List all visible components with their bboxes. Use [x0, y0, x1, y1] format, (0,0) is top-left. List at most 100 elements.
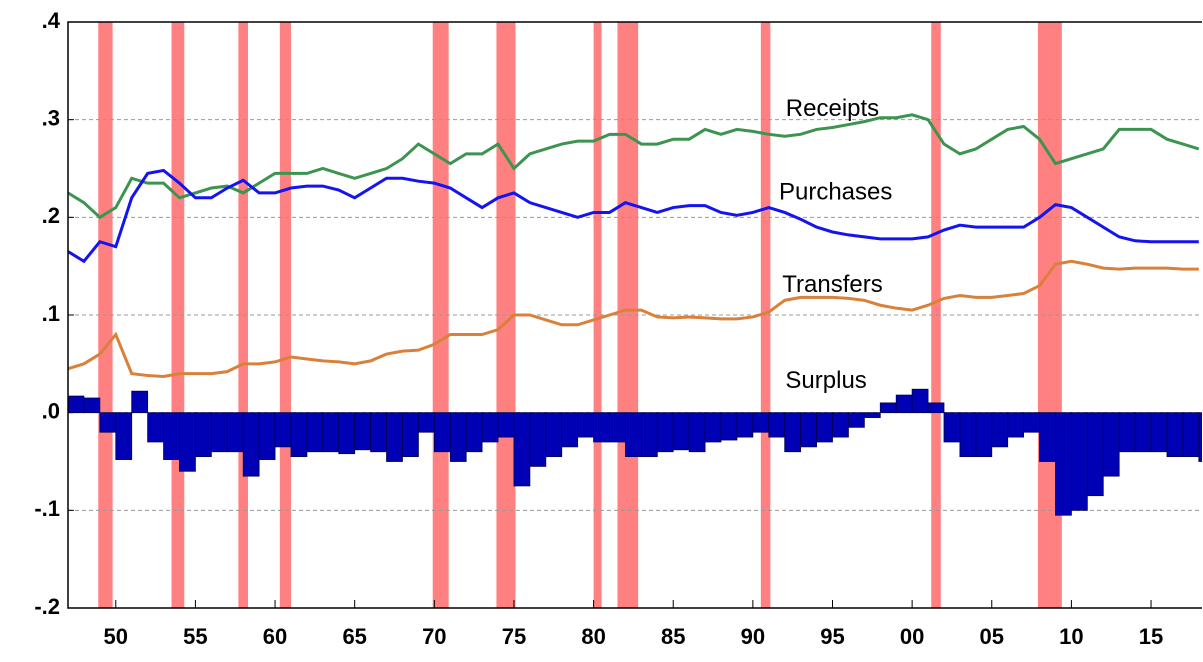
surplus-bar	[1134, 412, 1152, 453]
surplus-bar	[1023, 412, 1040, 433]
surplus-bar	[640, 412, 658, 458]
surplus-bar	[736, 412, 754, 438]
surplus-bar	[959, 412, 977, 458]
y-tick-label: -.1	[34, 496, 60, 521]
surplus-bar	[656, 412, 674, 453]
surplus-bar	[226, 412, 244, 453]
surplus-bar	[210, 412, 228, 453]
surplus-bar	[115, 412, 133, 460]
y-tick-label: .2	[42, 203, 60, 228]
surplus-bar	[1070, 412, 1088, 511]
surplus-bar	[433, 412, 451, 453]
surplus-bar	[195, 412, 212, 458]
surplus-bar	[863, 412, 881, 418]
surplus-bar	[322, 412, 340, 453]
x-tick-label: 10	[1059, 624, 1083, 649]
surplus-bar	[752, 412, 770, 433]
surplus-bar	[417, 412, 435, 433]
x-tick-label: 95	[820, 624, 844, 649]
surplus-bar	[672, 412, 690, 451]
surplus-bar	[83, 397, 101, 414]
series-label: Surplus	[785, 367, 866, 394]
surplus-bar	[927, 402, 945, 414]
x-tick-label: 00	[900, 624, 924, 649]
surplus-bar	[290, 412, 308, 458]
surplus-bar	[131, 390, 149, 414]
surplus-bar	[800, 412, 817, 448]
surplus-bar	[943, 412, 961, 443]
surplus-bar	[832, 412, 849, 438]
surplus-bar	[1198, 412, 1202, 462]
surplus-bar	[529, 412, 547, 467]
surplus-bar	[1182, 412, 1200, 458]
surplus-bar	[465, 412, 483, 453]
surplus-bar	[1039, 412, 1056, 462]
surplus-bar	[1118, 412, 1136, 453]
y-tick-label: .0	[42, 398, 60, 423]
surplus-bar	[147, 412, 164, 443]
series-label: Transfers	[782, 271, 882, 298]
surplus-bar	[975, 412, 993, 458]
series-line	[68, 113, 1200, 220]
surplus-bar	[816, 412, 833, 443]
surplus-bar	[561, 412, 579, 448]
x-tick-label: 70	[422, 624, 446, 649]
x-tick-label: 85	[661, 624, 685, 649]
surplus-bar	[179, 412, 196, 472]
surplus-bar	[338, 412, 356, 455]
x-tick-label: 75	[502, 624, 526, 649]
surplus-bar	[370, 412, 387, 453]
surplus-bar	[784, 412, 802, 453]
surplus-bar	[1150, 412, 1168, 453]
recession-band	[760, 22, 771, 608]
x-tick-label: 50	[104, 624, 128, 649]
surplus-bar	[1102, 412, 1120, 477]
surplus-bar	[481, 412, 499, 443]
x-tick-label: 90	[741, 624, 765, 649]
surplus-bar	[354, 412, 372, 451]
surplus-bar	[609, 412, 626, 443]
surplus-bar	[449, 412, 467, 462]
x-tick-label: 05	[980, 624, 1004, 649]
x-tick-label: 60	[263, 624, 287, 649]
y-tick-label: -.2	[34, 594, 60, 619]
surplus-bar	[1055, 412, 1072, 516]
surplus-bar	[911, 388, 929, 414]
surplus-bar	[879, 402, 897, 414]
surplus-bar	[1086, 412, 1104, 497]
surplus-bar	[895, 394, 913, 414]
surplus-bar	[258, 412, 276, 460]
surplus-bar	[68, 395, 85, 414]
surplus-bar	[848, 412, 865, 428]
surplus-bar	[577, 412, 594, 438]
surplus-bar	[545, 412, 563, 458]
surplus-bar	[1166, 412, 1184, 458]
x-tick-label: 55	[183, 624, 207, 649]
surplus-bar	[513, 412, 531, 487]
surplus-bar	[625, 412, 642, 458]
surplus-bar	[1007, 412, 1025, 438]
surplus-bar	[688, 412, 706, 453]
surplus-bar	[497, 412, 515, 438]
y-tick-label: .1	[42, 301, 60, 326]
recession-band	[593, 22, 602, 608]
plot-frame	[67, 21, 1202, 609]
surplus-bar	[991, 412, 1009, 448]
recession-band	[617, 22, 639, 608]
x-tick-label: 80	[581, 624, 605, 649]
surplus-bar	[386, 412, 403, 462]
surplus-bar	[99, 412, 117, 433]
y-tick-label: .3	[42, 105, 60, 130]
surplus-bar	[402, 412, 419, 458]
x-tick-label: 15	[1139, 624, 1163, 649]
surplus-bar	[720, 412, 738, 441]
y-tick-label: .4	[42, 8, 61, 33]
series-label: Receipts	[786, 95, 879, 122]
series-label: Purchases	[779, 178, 892, 205]
surplus-bar	[704, 412, 722, 443]
surplus-bar	[163, 412, 180, 460]
series-line	[68, 259, 1199, 379]
x-tick-label: 65	[342, 624, 366, 649]
series-line	[68, 168, 1199, 264]
